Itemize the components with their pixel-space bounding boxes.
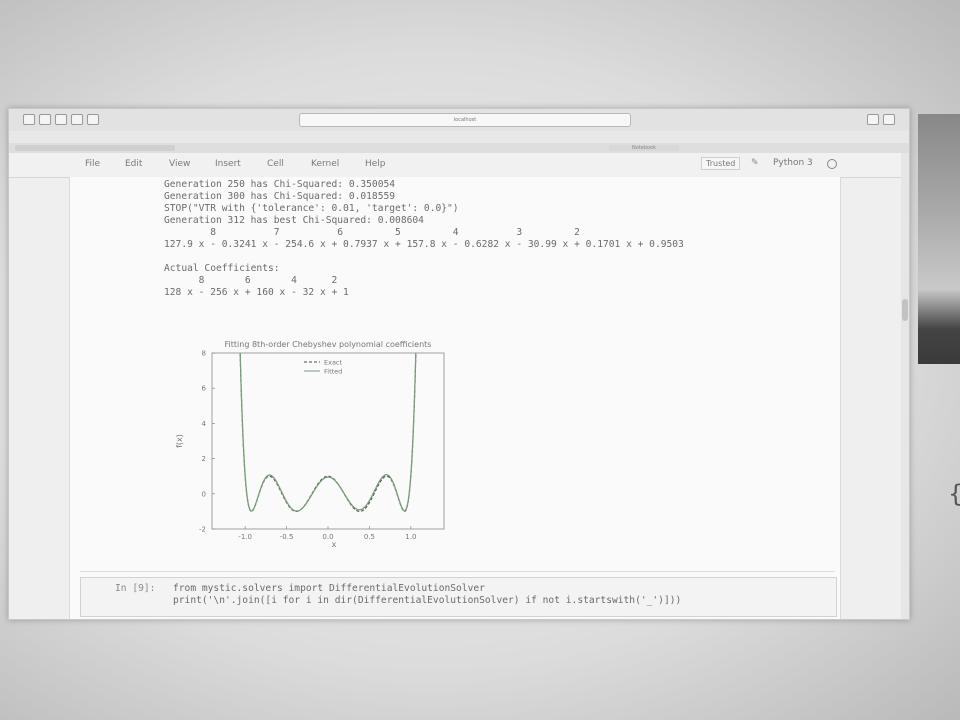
share-button[interactable] (71, 114, 83, 125)
output-line (164, 251, 684, 263)
address-bar[interactable]: localhost (299, 113, 631, 127)
x-tick-label: -0.5 (280, 533, 294, 541)
input-prompt: In [9]: (115, 583, 156, 594)
new-tab-button[interactable] (883, 114, 895, 125)
output-line: 128 x - 256 x + 160 x - 32 x + 1 (164, 287, 349, 298)
tab-background[interactable] (15, 145, 175, 151)
menu-help[interactable]: Help (365, 159, 386, 169)
back-button[interactable] (23, 114, 35, 125)
x-axis-label: x (332, 540, 337, 549)
output-line: Generation 300 has Chi-Squared: 0.018559 (164, 191, 396, 202)
legend-label: Exact (324, 359, 343, 367)
y-tick-label: 0 (202, 490, 206, 498)
pencil-icon[interactable]: ✎ (751, 158, 759, 168)
menu-cell[interactable]: Cell (267, 159, 284, 169)
output-area: Generation 250 has Chi-Squared: 0.350054… (80, 177, 835, 572)
code-line: print('\n'.join([i for i in dir(Differen… (173, 595, 682, 606)
bookmarks-bar (9, 131, 909, 143)
y-tick-label: 6 (202, 385, 207, 393)
menu-insert[interactable]: Insert (215, 159, 241, 169)
y-axis-label: f(x) (175, 434, 184, 448)
code-editor[interactable]: from mystic.solvers import DifferentialE… (173, 583, 681, 607)
output-line: 8 7 6 5 4 3 2 (164, 227, 580, 238)
menu-kernel[interactable]: Kernel (311, 159, 340, 169)
output-text: Generation 250 has Chi-Squared: 0.350054… (164, 179, 684, 299)
plot-title: Fitting 8th-order Chebyshev polynomial c… (225, 340, 432, 349)
notebook-screen: localhost Notebook File Edit View Insert… (8, 108, 910, 620)
menu-view[interactable]: View (169, 159, 191, 169)
kernel-name: Python 3 (773, 158, 813, 168)
output-line: Generation 250 has Chi-Squared: 0.350054 (164, 179, 396, 190)
background-glyph-icon: { (948, 480, 960, 508)
background-window (918, 114, 960, 364)
x-tick-label: 0.5 (364, 533, 375, 541)
sidebar-button[interactable] (55, 114, 67, 125)
y-tick-label: 4 (202, 420, 207, 428)
notebook-page: Generation 250 has Chi-Squared: 0.350054… (69, 177, 841, 619)
reader-button[interactable] (87, 114, 99, 125)
y-tick-label: 2 (202, 455, 206, 463)
trusted-indicator[interactable]: Trusted (701, 157, 741, 170)
series-line-fitted (239, 353, 417, 512)
browser-toolbar: localhost (9, 109, 909, 132)
y-tick-label: 8 (202, 350, 206, 358)
scrollbar-thumb[interactable] (902, 299, 908, 321)
x-tick-label: -1.0 (238, 533, 252, 541)
tab-active[interactable]: Notebook (609, 145, 679, 151)
y-tick-label: -2 (199, 526, 206, 534)
forward-button[interactable] (39, 114, 51, 125)
scrollbar[interactable] (901, 153, 909, 619)
code-input-cell[interactable]: In [9]: from mystic.solvers import Diffe… (80, 577, 837, 617)
kernel-status-icon (827, 159, 837, 169)
chebyshev-plot: Fitting 8th-order Chebyshev polynomial c… (175, 340, 445, 549)
settings-icon[interactable] (867, 114, 879, 125)
legend-label: Fitted (324, 368, 342, 376)
notebook-menubar: File Edit View Insert Cell Kernel Help T… (9, 153, 909, 178)
x-tick-label: 1.0 (405, 533, 416, 541)
output-line: 8 6 4 2 (164, 275, 338, 286)
menu-file[interactable]: File (85, 159, 101, 169)
output-line: Generation 312 has best Chi-Squared: 0.0… (164, 215, 424, 226)
plot-axes-frame (211, 352, 445, 530)
output-line: Actual Coefficients: (164, 263, 280, 274)
code-line: from mystic.solvers import DifferentialE… (173, 583, 485, 594)
menu-edit[interactable]: Edit (125, 159, 143, 169)
x-tick-label: 0.0 (322, 533, 333, 541)
output-line: 127.9 x - 0.3241 x - 254.6 x + 0.7937 x … (164, 239, 684, 250)
output-line: STOP("VTR with {'tolerance': 0.01, 'targ… (164, 203, 459, 214)
